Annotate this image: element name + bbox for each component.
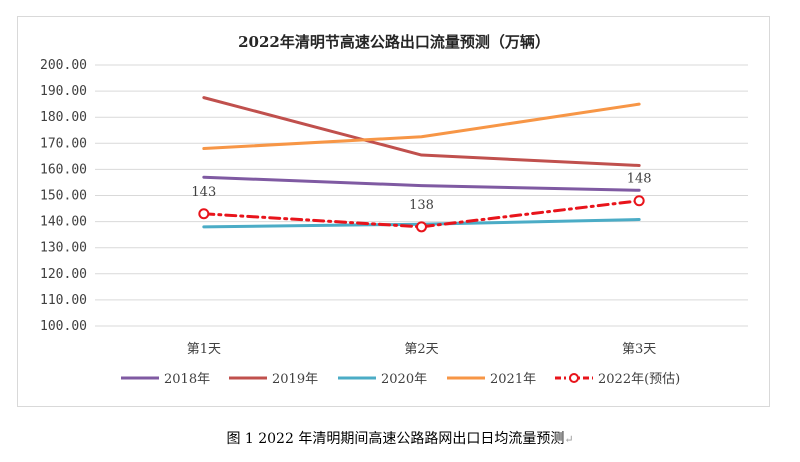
series-line-0 [202, 175, 641, 192]
chart-frame: 2022年清明节高速公路出口流量预测（万辆） 200.00 190.00 180.0… [17, 16, 770, 407]
series-line-1 [202, 96, 641, 167]
legend-marker [569, 373, 579, 383]
figure-caption: 图 1 2022 年清明期间高速公路路网出口日均流量预测↵ [0, 428, 800, 448]
x-axis-categories: 第1天 第2天 第3天 [187, 342, 657, 357]
legend-label: 2019年 [272, 372, 318, 387]
y-tick-label: 170.00 [40, 136, 87, 151]
x-category-label: 第3天 [622, 342, 656, 357]
y-tick-label: 180.00 [40, 110, 87, 125]
series-marker [633, 195, 645, 207]
x-category-label: 第1天 [187, 342, 221, 357]
x-category-label: 第2天 [404, 342, 438, 357]
chart-title: 2022年清明节高速公路出口流量预测（万辆） [238, 33, 550, 51]
y-tick-label: 190.00 [40, 84, 87, 99]
series-line-3 [202, 102, 641, 151]
series-marker [198, 208, 210, 220]
caption-text: 图 1 2022 年清明期间高速公路路网出口日均流量预测 [226, 431, 565, 447]
data-labels: 143 138 148 [191, 172, 651, 213]
legend-label: 2021年 [490, 372, 536, 387]
y-tick-label: 120.00 [40, 267, 87, 282]
series-marker [416, 221, 427, 233]
y-tick-label: 100.00 [40, 319, 87, 334]
y-axis-ticks: 200.00 190.00 180.00 170.00 160.00 150.00 140.… [40, 58, 87, 334]
y-tick-label: 160.00 [40, 162, 87, 177]
y-tick-label: 130.00 [40, 241, 87, 256]
y-tick-label: 140.00 [40, 215, 87, 230]
legend-label: 2020年 [381, 372, 427, 387]
line-chart: 2022年清明节高速公路出口流量预测（万辆） 200.00 190.00 180.0… [40, 33, 748, 387]
grid-layer [95, 64, 748, 327]
legend-label: 2022年(预估) [598, 372, 680, 387]
series-line-4 [202, 199, 641, 229]
y-tick-label: 150.00 [40, 189, 87, 204]
y-tick-label: 110.00 [40, 293, 87, 308]
series-layer [198, 96, 645, 233]
data-label: 138 [409, 198, 434, 213]
y-tick-label: 200.00 [40, 58, 87, 73]
data-label: 143 [191, 185, 216, 200]
data-label: 148 [627, 172, 652, 187]
legend-label: 2018年 [164, 372, 210, 387]
legend: 2018年 2019年 2020年 2021年 2022年(预估) [121, 372, 680, 387]
paragraph-mark: ↵ [564, 433, 574, 446]
